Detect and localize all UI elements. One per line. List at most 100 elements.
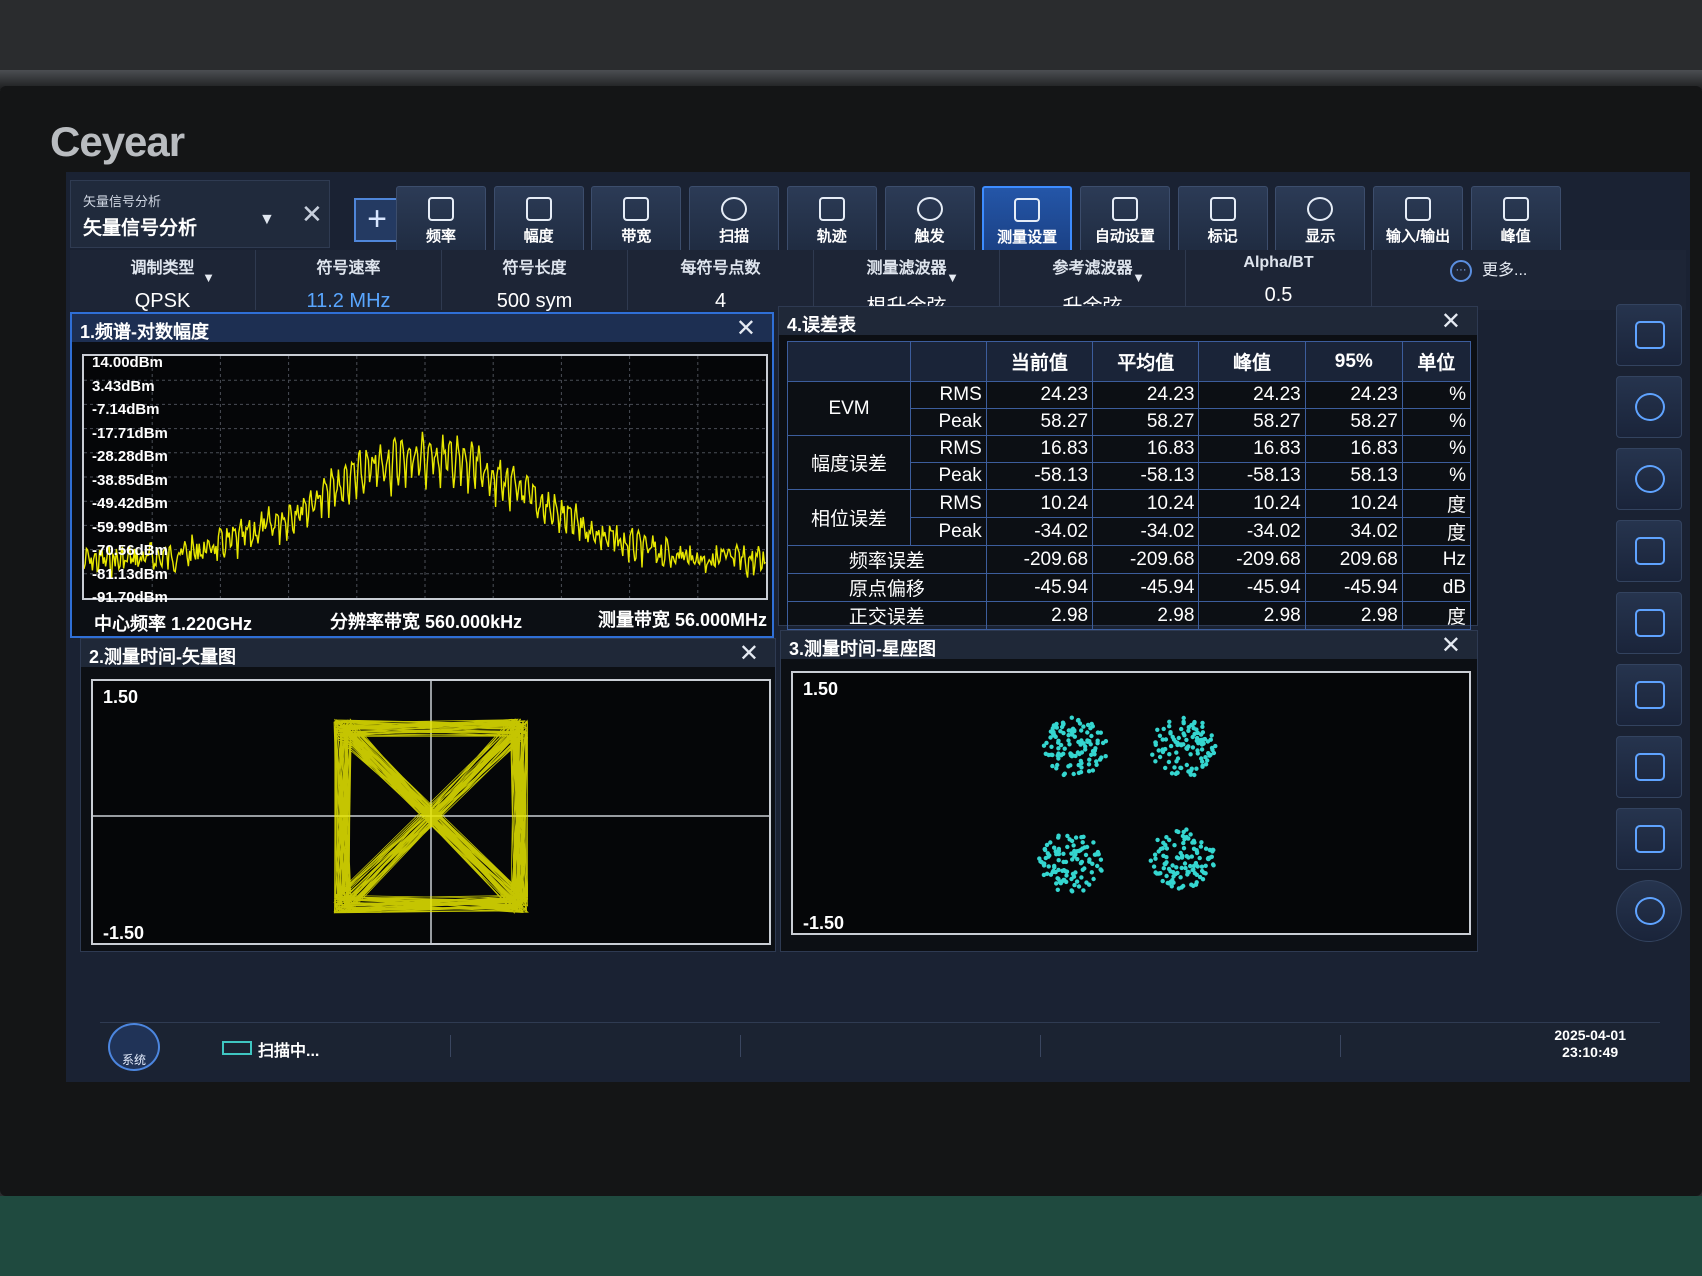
mode-selector[interactable]: 矢量信号分析 矢量信号分析 ▼ ✕ — [70, 180, 330, 248]
unit-cell: % — [1401, 381, 1472, 409]
constellation-point — [1083, 747, 1088, 752]
save-icon — [1635, 537, 1665, 565]
param-5[interactable]: 参考滤波器升余弦▼ — [1000, 250, 1186, 318]
mode-main-label: 矢量信号分析 — [83, 218, 198, 239]
constellation-plot[interactable]: 1.50 -1.50 — [791, 671, 1471, 935]
constellation-point — [1167, 719, 1172, 724]
vector-ymin-label: -1.50 — [103, 923, 145, 943]
constellation-point — [1148, 858, 1153, 863]
constellation-point — [1189, 854, 1194, 859]
touch-toggle-button[interactable] — [1616, 880, 1682, 942]
close-icon[interactable]: ✕ — [738, 640, 759, 667]
param-3[interactable]: 每符号点数 4 — [628, 250, 814, 312]
vector-panel[interactable]: 2.测量时间-矢量图 ✕ 1.50 -1.50 — [80, 638, 776, 952]
constellation-panel[interactable]: 3.测量时间-星座图 ✕ 1.50 -1.50 — [780, 630, 1478, 952]
local-button[interactable] — [1616, 664, 1682, 726]
param-6[interactable]: Alpha/BT 0.5 — [1186, 250, 1372, 310]
constellation-point — [1194, 738, 1199, 743]
more-button[interactable]: ··· 更多... — [1450, 256, 1527, 282]
system-button[interactable]: 系统 — [108, 1023, 160, 1071]
constellation-point — [1199, 840, 1204, 845]
toolbar-button-5[interactable]: 触发 — [884, 186, 975, 258]
y-tick-label: -38.85dBm — [92, 471, 168, 489]
close-icon[interactable]: ✕ — [1440, 308, 1461, 335]
refresh-icon — [1635, 465, 1665, 493]
constellation-point — [1046, 864, 1051, 869]
more-icon: ··· — [1450, 259, 1472, 282]
toolbar-button-1[interactable]: 幅度 — [493, 186, 584, 258]
constellation-point — [1052, 845, 1057, 850]
constellation-point — [1213, 743, 1218, 749]
group-label: 相位误差 — [786, 489, 912, 546]
toolbar-button-3[interactable]: 扫描 — [689, 186, 780, 258]
table-cell: 24.23 — [985, 381, 1094, 409]
constellation-point — [1091, 876, 1096, 882]
rbw-label: 分辨率带宽 560.000kHz — [330, 612, 523, 632]
constellation-point — [1179, 742, 1184, 747]
constellation-point — [1073, 835, 1079, 840]
open-button[interactable] — [1616, 592, 1682, 654]
constellation-point — [1080, 846, 1085, 851]
error-table-panel[interactable]: 4.误差表 ✕ 当前值 平均值 峰值 95% 单位 EVM RMS 24.23 24.23 24.… — [778, 306, 1478, 630]
close-icon[interactable]: ✕ — [735, 315, 756, 342]
constellation-point — [1069, 851, 1074, 856]
constellation-point — [1046, 854, 1051, 859]
constellation-point — [1192, 772, 1197, 778]
constellation-point — [1089, 721, 1094, 727]
table-cell: 24.23 — [1198, 381, 1306, 409]
toolbar-button-6[interactable]: 测量设置 — [982, 186, 1073, 258]
scpi-button[interactable] — [1616, 736, 1682, 798]
close-icon[interactable]: ✕ — [301, 199, 323, 229]
spectrum-panel[interactable]: 1.频谱-对数幅度 ✕ 14.00dBm 3.43dBm -7.14dBm -17.7… — [70, 312, 774, 638]
screenshot-button[interactable] — [1616, 808, 1682, 870]
param-2[interactable]: 符号长度 500 sym — [442, 250, 628, 312]
constellation-point — [1170, 878, 1175, 883]
sub-label: RMS — [910, 489, 987, 518]
preset-icon — [1635, 321, 1665, 349]
table-cell: 58.13 — [1304, 462, 1403, 490]
param-0[interactable]: 调制类型 QPSK ▼ — [70, 250, 256, 312]
constellation-point — [1072, 728, 1077, 733]
constellation-point — [1044, 871, 1050, 876]
toolbar-button-0[interactable]: 频率 — [396, 186, 486, 258]
add-mode-button[interactable]: + — [354, 198, 400, 242]
param-1[interactable]: 符号速率 11.2 MHz — [256, 250, 442, 315]
spectrum-plot[interactable]: 14.00dBm 3.43dBm -7.14dBm -17.71dBm -28.28dB… — [82, 354, 768, 606]
constellation-point — [1194, 872, 1199, 877]
constellation-point — [1192, 721, 1197, 726]
refresh-button[interactable] — [1616, 448, 1682, 510]
constellation-point — [1164, 873, 1169, 879]
save-button[interactable] — [1616, 520, 1682, 582]
more-label: 更多... — [1482, 262, 1528, 279]
constellation-point — [1161, 840, 1166, 845]
table-cell: -34.02 — [985, 517, 1094, 546]
camera-icon — [1635, 825, 1665, 853]
toolbar-button-4[interactable]: 轨迹 — [786, 186, 877, 258]
toolbar-button-8[interactable]: 标记 — [1177, 186, 1268, 258]
constellation-point — [1058, 742, 1064, 748]
constellation-point — [1164, 855, 1169, 860]
next-button[interactable] — [1616, 376, 1682, 438]
toolbar-button-10[interactable]: 输入/输出 — [1373, 186, 1463, 258]
constellation-point — [1209, 733, 1214, 738]
constellation-point — [1168, 743, 1174, 749]
constellation-point — [1056, 751, 1061, 756]
vector-ymax-label: 1.50 — [103, 687, 139, 707]
constellation-ymin-label: -1.50 — [803, 913, 845, 933]
vector-plot[interactable]: 1.50 -1.50 — [91, 679, 771, 945]
preset-button[interactable] — [1616, 304, 1682, 366]
chevron-down-icon[interactable]: ▼ — [259, 211, 275, 228]
constellation-point — [1065, 844, 1070, 850]
close-icon[interactable]: ✕ — [1440, 632, 1461, 659]
toolbar-button-11[interactable]: 峰值 — [1470, 186, 1561, 258]
toolbar-button-9[interactable]: 显示 — [1275, 186, 1366, 258]
table-cell: 2.98 — [1092, 601, 1200, 630]
toolbar-button-2[interactable]: 带宽 — [591, 186, 682, 258]
constellation-point — [1067, 837, 1072, 842]
table-header-row: 当前值 平均值 峰值 95% 单位 — [786, 341, 1472, 382]
toolbar-button-7[interactable]: 自动设置 — [1079, 186, 1170, 258]
parameter-bar: 调制类型 QPSK ▼ 符号速率 11.2 MHz 符号长度 500 sym 每符号点数 4 测量… — [70, 250, 1686, 318]
param-4[interactable]: 测量滤波器根升余弦▼ — [814, 250, 1000, 318]
constellation-point — [1081, 888, 1086, 893]
constellation-point — [1091, 840, 1096, 845]
